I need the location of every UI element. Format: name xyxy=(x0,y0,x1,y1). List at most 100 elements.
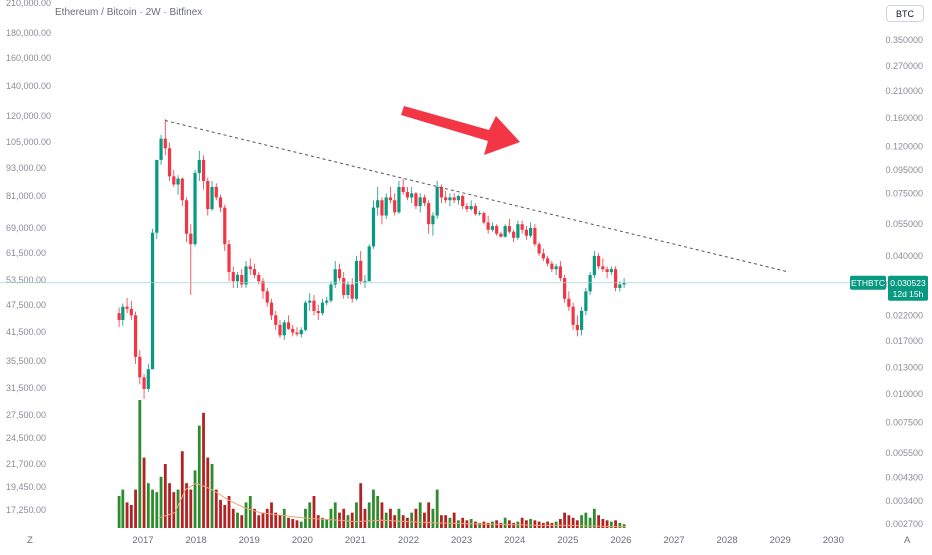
candle-body xyxy=(418,197,422,207)
candle-body xyxy=(567,298,571,307)
candle-body xyxy=(367,246,371,282)
candle-body xyxy=(431,215,435,225)
candle-body xyxy=(452,197,456,201)
right-axis-tick: 0.013000 xyxy=(885,363,923,373)
volume-bar xyxy=(372,489,375,528)
right-axis-tick: 0.270000 xyxy=(885,61,923,71)
time-axis-tick: 2022 xyxy=(398,535,419,546)
time-axis-tick: 2028 xyxy=(717,535,738,546)
candle-body xyxy=(622,282,626,285)
candle-body xyxy=(286,322,291,329)
candle-body xyxy=(490,226,494,230)
time-axis-tick: 2019 xyxy=(239,535,260,546)
left-axis-tick: 31,500.00 xyxy=(6,383,46,393)
volume-bar xyxy=(359,483,363,528)
candle-body xyxy=(129,308,133,316)
currency-button[interactable]: BTC xyxy=(886,5,924,22)
candle-body xyxy=(592,255,596,276)
candle-body xyxy=(516,224,520,238)
volume-bar xyxy=(380,502,384,528)
volume-bar xyxy=(244,502,248,528)
volume-bar xyxy=(295,520,299,528)
left-axis-tick: 93,000.00 xyxy=(6,163,46,173)
candle-body xyxy=(121,306,125,320)
candle-body xyxy=(397,186,401,213)
volume-bar xyxy=(580,515,584,528)
volume-bar xyxy=(546,521,550,528)
volume-bar xyxy=(397,508,401,528)
candle-body xyxy=(299,329,303,335)
left-axis-tick: 41,500.00 xyxy=(6,327,46,337)
right-axis-tick: 0.120000 xyxy=(885,142,923,152)
right-axis-tick: 0.002700 xyxy=(885,519,923,529)
time-axis-tick: 2030 xyxy=(823,535,844,546)
candle-body xyxy=(363,281,367,283)
right-axis-tick: 0.055000 xyxy=(885,219,923,229)
auto-scale-z-button[interactable]: Z xyxy=(27,535,33,546)
volume-bar xyxy=(121,489,125,528)
volume-moving-average-line xyxy=(158,482,627,528)
volume-bar xyxy=(197,425,201,528)
time-axis-tick: 2018 xyxy=(186,535,207,546)
volume-bar xyxy=(125,502,129,528)
candle-body xyxy=(596,255,601,267)
candle-body xyxy=(117,313,121,320)
candle-body xyxy=(507,226,511,232)
candle-body xyxy=(359,260,363,282)
price-label: 0.030523 xyxy=(890,278,926,288)
time-axis[interactable]: 2017 2018 2019 2020 2021 2022 2023 2024 2025 2026… xyxy=(132,535,843,546)
volume-bar xyxy=(350,512,354,528)
left-axis-tick: 35,500.00 xyxy=(6,356,46,366)
volume-bar xyxy=(597,515,600,528)
candle-body xyxy=(473,206,478,214)
volume-bar xyxy=(474,521,477,528)
candle-body xyxy=(278,324,282,336)
left-price-axis[interactable]: 210,000.00 180,000.00 160,000.00 140,000.00… xyxy=(6,0,51,515)
left-axis-tick: 160,000.00 xyxy=(6,53,51,63)
time-axis-tick: 2026 xyxy=(610,535,631,546)
volume-bar xyxy=(185,483,188,528)
volume-bar xyxy=(270,502,273,528)
candle-body xyxy=(456,196,461,201)
candle-body xyxy=(503,226,507,237)
candle-body xyxy=(588,275,592,292)
volume-bar xyxy=(563,512,567,528)
volume-bar xyxy=(261,512,265,528)
candle-body xyxy=(184,200,189,234)
candle-body xyxy=(337,269,342,279)
candle-body xyxy=(435,186,439,216)
candle-body xyxy=(167,148,172,177)
volume-bar xyxy=(168,483,171,528)
auto-scale-a-button[interactable]: A xyxy=(904,535,911,546)
volume-bar xyxy=(253,508,256,528)
descending-trendline[interactable] xyxy=(165,120,790,273)
candle-body xyxy=(333,269,337,285)
candle-body xyxy=(155,159,159,233)
candle-body xyxy=(571,306,575,325)
candle-body xyxy=(329,284,333,301)
time-axis-tick: 2025 xyxy=(557,535,578,546)
candle-body xyxy=(388,197,393,201)
volume-bar xyxy=(452,512,456,528)
left-axis-tick: 140,000.00 xyxy=(6,81,51,91)
candle-body xyxy=(524,229,528,236)
left-axis-tick: 27,500.00 xyxy=(6,410,46,420)
candle-body xyxy=(269,302,274,316)
volume-bar xyxy=(554,521,558,528)
volume-bar xyxy=(571,517,575,528)
volume-bar xyxy=(236,512,239,528)
volume-bar xyxy=(584,512,588,528)
volume-bar xyxy=(282,508,286,528)
volume-bar xyxy=(210,464,214,528)
time-axis-tick: 2020 xyxy=(292,535,313,546)
volume-bar xyxy=(363,508,367,528)
candle-body xyxy=(218,197,223,208)
left-axis-tick: 180,000.00 xyxy=(6,28,51,38)
left-axis-tick: 105,000.00 xyxy=(6,137,51,147)
candle-body xyxy=(439,186,444,198)
candle-body xyxy=(159,138,163,160)
red-arrow-annotation[interactable] xyxy=(401,106,520,155)
